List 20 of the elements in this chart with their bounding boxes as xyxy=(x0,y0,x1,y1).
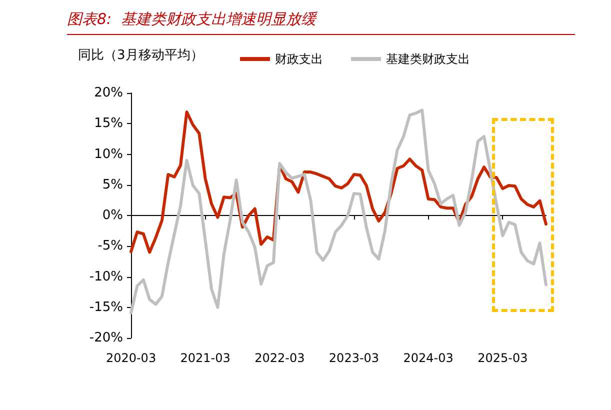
y-tick-label: -10% xyxy=(89,269,123,284)
y-tick-label: 20% xyxy=(94,86,123,100)
chart-title: 图表8: 基建类财政支出增速明显放缓 xyxy=(67,6,575,35)
legend-title: 同比（3月移动平均） xyxy=(78,48,204,63)
y-tick-label: 5% xyxy=(102,177,123,192)
x-tick-label: 2022-03 xyxy=(254,351,305,365)
y-tick-label: -5% xyxy=(98,238,123,254)
y-tick-label: -20% xyxy=(89,330,123,346)
x-tick-label: 2020-03 xyxy=(106,351,156,365)
x-tick-label: 2021-03 xyxy=(180,351,230,365)
y-tick-label: -15% xyxy=(89,300,123,315)
x-tick-label: 2023-03 xyxy=(328,351,380,365)
x-tick-label: 2025-03 xyxy=(478,351,528,365)
y-tick-label: 15% xyxy=(94,116,123,132)
legend-label: 财政支出 xyxy=(275,52,323,66)
legend-label: 基建类财政支出 xyxy=(386,52,470,66)
y-tick-label: 10% xyxy=(94,146,123,162)
x-tick-label: 2024-03 xyxy=(403,351,454,365)
y-tick-label: 0% xyxy=(102,208,123,223)
line-series xyxy=(130,108,548,314)
